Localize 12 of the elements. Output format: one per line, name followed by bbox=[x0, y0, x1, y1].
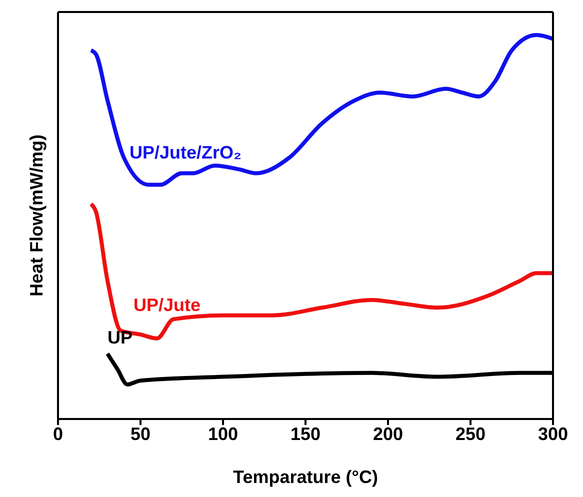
series-label: UP/Jute/ZrO₂ bbox=[130, 142, 242, 162]
series-label: UP bbox=[108, 328, 133, 348]
x-axis-title: Temparature (°C) bbox=[233, 467, 378, 487]
x-tick-label: 250 bbox=[455, 424, 486, 444]
x-tick-label: 300 bbox=[538, 424, 568, 444]
x-tick-label: 50 bbox=[130, 424, 151, 444]
x-tick-label: 200 bbox=[372, 424, 404, 444]
series-label: UP/Jute bbox=[134, 294, 201, 315]
x-tick-label: 100 bbox=[208, 424, 238, 444]
y-axis-title: Heat Flow(mW/mg) bbox=[26, 134, 46, 296]
x-tick-label: 150 bbox=[290, 424, 321, 444]
x-tick-label: 0 bbox=[52, 424, 64, 444]
